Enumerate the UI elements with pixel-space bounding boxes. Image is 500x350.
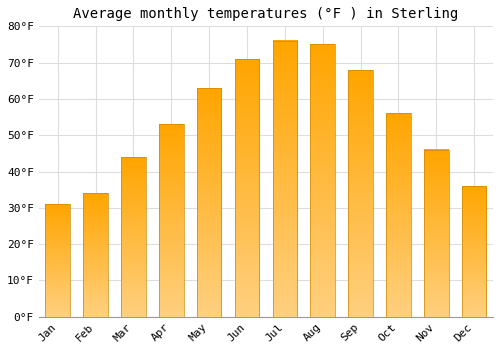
Title: Average monthly temperatures (°F ) in Sterling: Average monthly temperatures (°F ) in St… — [74, 7, 458, 21]
Bar — [310, 44, 335, 317]
Bar — [272, 41, 297, 317]
Bar — [462, 186, 486, 317]
Bar — [197, 88, 222, 317]
Bar — [84, 193, 108, 317]
Bar — [46, 204, 70, 317]
Bar — [348, 70, 373, 317]
Bar — [424, 150, 448, 317]
Bar — [234, 59, 260, 317]
Bar — [121, 157, 146, 317]
Bar — [386, 113, 410, 317]
Bar — [159, 124, 184, 317]
